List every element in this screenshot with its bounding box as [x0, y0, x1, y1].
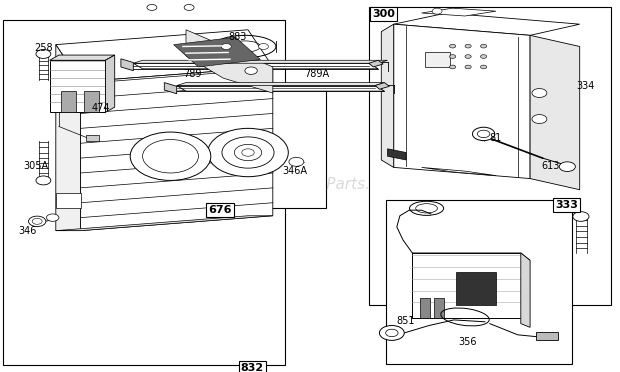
Text: 346A: 346A	[282, 166, 307, 176]
Polygon shape	[56, 45, 81, 231]
Circle shape	[465, 55, 471, 58]
Polygon shape	[56, 30, 273, 82]
Polygon shape	[164, 83, 177, 94]
Text: 81: 81	[490, 133, 502, 142]
Polygon shape	[56, 193, 81, 208]
Circle shape	[450, 55, 456, 58]
Text: 356: 356	[459, 337, 477, 347]
Circle shape	[36, 49, 51, 58]
Polygon shape	[381, 24, 394, 167]
Bar	[434, 298, 444, 318]
Bar	[386, 200, 572, 364]
Circle shape	[184, 4, 194, 10]
Circle shape	[386, 329, 398, 337]
Text: 333: 333	[555, 200, 578, 210]
Circle shape	[221, 44, 231, 49]
Text: eReplacementParts.com: eReplacementParts.com	[216, 177, 404, 192]
Circle shape	[532, 115, 547, 124]
Bar	[425, 52, 450, 67]
Bar	[420, 298, 430, 318]
Circle shape	[559, 162, 575, 171]
Polygon shape	[174, 37, 260, 67]
Text: 613: 613	[541, 161, 560, 170]
Circle shape	[32, 218, 42, 224]
Bar	[412, 253, 521, 318]
Circle shape	[245, 67, 257, 74]
Circle shape	[242, 149, 254, 156]
Circle shape	[465, 44, 471, 48]
Polygon shape	[521, 253, 530, 327]
Text: 883: 883	[228, 32, 247, 42]
Circle shape	[379, 326, 404, 340]
Text: 305A: 305A	[24, 161, 49, 170]
Text: 789: 789	[183, 70, 202, 79]
Polygon shape	[50, 60, 105, 112]
Bar	[61, 91, 76, 112]
Polygon shape	[56, 216, 273, 231]
Circle shape	[480, 44, 487, 48]
Polygon shape	[369, 60, 383, 67]
Polygon shape	[530, 35, 580, 190]
Polygon shape	[422, 8, 496, 16]
Circle shape	[450, 44, 456, 48]
Circle shape	[480, 65, 487, 69]
Polygon shape	[81, 67, 273, 231]
Polygon shape	[133, 63, 378, 69]
Bar	[456, 272, 496, 305]
Circle shape	[477, 130, 490, 138]
Circle shape	[234, 144, 262, 161]
Polygon shape	[186, 30, 273, 93]
Bar	[3, 20, 285, 365]
Circle shape	[573, 212, 589, 221]
Circle shape	[480, 55, 487, 58]
Bar	[208, 86, 326, 208]
Circle shape	[289, 157, 304, 166]
Circle shape	[36, 176, 51, 185]
Circle shape	[29, 216, 46, 227]
Bar	[84, 91, 99, 112]
Polygon shape	[394, 24, 530, 179]
Polygon shape	[105, 55, 115, 112]
Circle shape	[532, 89, 547, 97]
Circle shape	[46, 214, 59, 221]
Polygon shape	[375, 83, 389, 89]
Text: 851: 851	[397, 316, 415, 326]
Polygon shape	[412, 253, 530, 260]
Text: 832: 832	[241, 363, 264, 372]
Text: 258: 258	[34, 44, 53, 53]
Polygon shape	[177, 86, 384, 91]
Text: 789A: 789A	[304, 70, 329, 79]
Circle shape	[143, 140, 198, 173]
Bar	[86, 135, 99, 141]
Bar	[536, 332, 558, 340]
Circle shape	[472, 127, 495, 141]
Polygon shape	[121, 59, 133, 71]
Circle shape	[465, 65, 471, 69]
Polygon shape	[422, 167, 496, 176]
Circle shape	[147, 4, 157, 10]
Polygon shape	[394, 13, 580, 35]
Circle shape	[450, 65, 456, 69]
Text: 676: 676	[208, 205, 232, 215]
Polygon shape	[133, 60, 388, 63]
Circle shape	[432, 8, 442, 14]
Circle shape	[130, 132, 211, 180]
Text: 474: 474	[92, 103, 110, 113]
Polygon shape	[388, 149, 406, 160]
Polygon shape	[177, 83, 384, 86]
Bar	[369, 7, 611, 305]
Text: 334: 334	[577, 81, 595, 91]
Polygon shape	[50, 55, 115, 60]
Text: 346: 346	[19, 226, 37, 235]
Circle shape	[222, 137, 274, 168]
Circle shape	[208, 128, 288, 177]
Text: 300: 300	[372, 9, 395, 19]
Circle shape	[259, 44, 268, 49]
